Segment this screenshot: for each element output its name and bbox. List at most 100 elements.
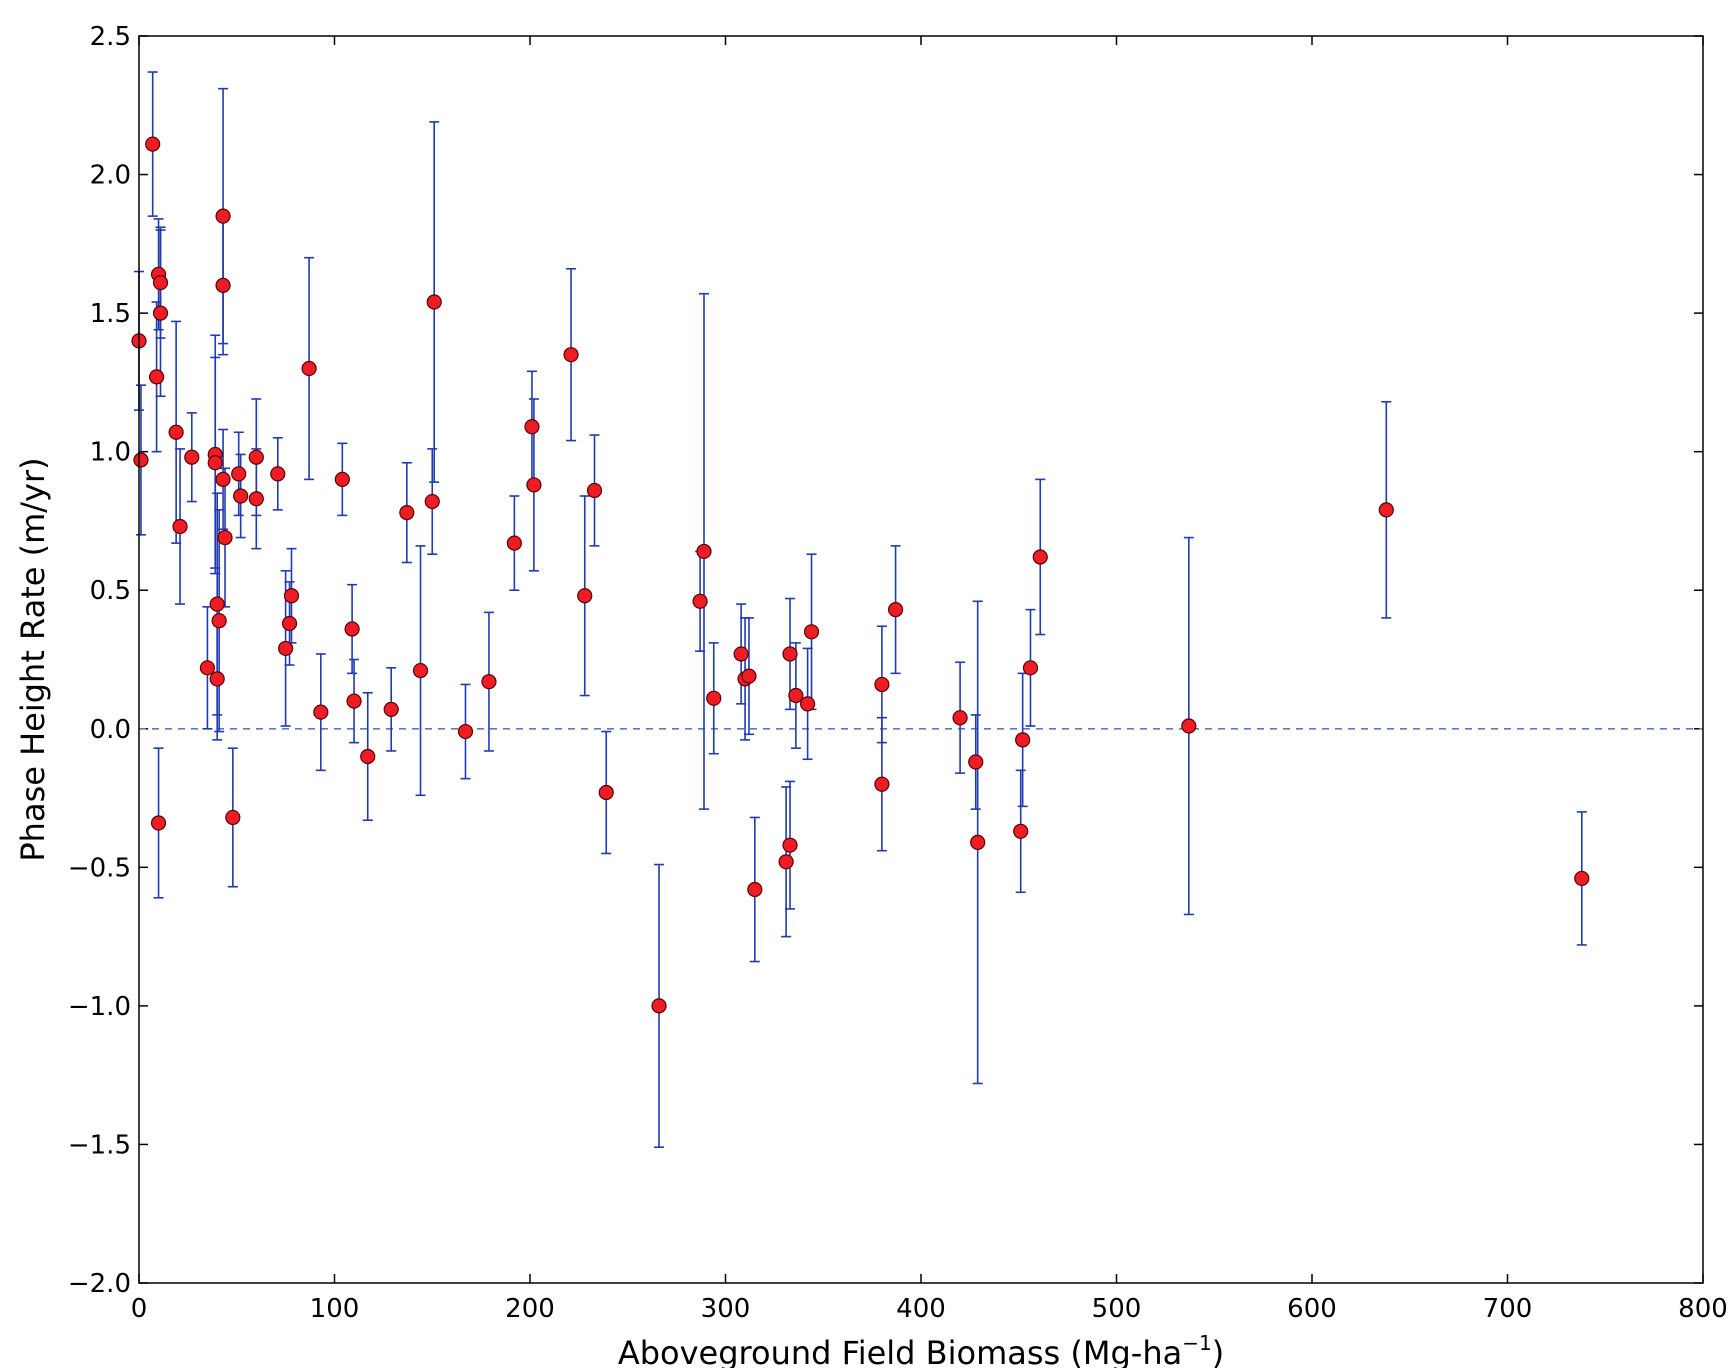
data-point: [651, 998, 667, 1014]
data-point: [207, 455, 223, 471]
data-point: [399, 505, 415, 521]
data-point: [874, 776, 890, 792]
data-point: [233, 488, 249, 504]
data-point: [209, 596, 225, 612]
data-point: [346, 693, 362, 709]
data-point: [152, 275, 169, 291]
data-point: [145, 136, 161, 152]
x-tick-label: 500: [1092, 1294, 1142, 1324]
x-tick-label: 600: [1287, 1294, 1337, 1324]
data-point: [278, 640, 294, 657]
y-tick-label: −2.0: [68, 1269, 131, 1299]
data-point: [970, 834, 986, 850]
data-point: [481, 674, 497, 690]
data-point: [952, 710, 968, 726]
data-point: [1015, 732, 1031, 748]
x-tick-label: 400: [896, 1294, 946, 1324]
data-point: [133, 452, 149, 468]
data-point: [313, 704, 329, 720]
data-point: [696, 543, 712, 560]
data-point: [225, 809, 241, 826]
data-point: [412, 662, 429, 679]
data-point: [598, 784, 614, 801]
data-point: [209, 671, 225, 687]
y-tick-label: 2.5: [90, 22, 131, 52]
data-point: [344, 621, 360, 637]
data-point: [1013, 823, 1029, 839]
data-point: [270, 466, 286, 482]
data-point: [281, 615, 298, 632]
data-point: [1022, 660, 1039, 676]
data-point: [334, 471, 350, 487]
x-tick-label: 0: [131, 1294, 148, 1324]
y-tick-label: −0.5: [68, 853, 131, 883]
data-point: [887, 602, 904, 618]
data-point: [152, 305, 169, 321]
data-point: [360, 748, 376, 765]
data-point: [172, 518, 188, 535]
error-bars: [134, 71, 1587, 1149]
y-tick-label: −1.0: [68, 992, 131, 1022]
data-point: [706, 690, 722, 706]
data-point: [457, 723, 474, 740]
data-point: [586, 482, 603, 499]
data-point: [1181, 718, 1197, 734]
data-points: [131, 136, 1590, 1014]
data-point: [211, 613, 227, 629]
y-tick-label: 1.0: [90, 438, 131, 468]
data-point: [577, 588, 593, 604]
data-point: [301, 360, 317, 377]
data-point: [148, 369, 165, 385]
x-tick-label: 100: [310, 1294, 360, 1324]
data-point: [168, 424, 184, 440]
data-point: [563, 347, 579, 363]
data-point: [1378, 502, 1394, 518]
y-tick-label: 2.0: [90, 161, 131, 191]
data-point: [968, 754, 984, 770]
data-point: [383, 701, 399, 717]
data-point: [248, 491, 264, 507]
data-point: [231, 466, 247, 482]
data-point: [800, 696, 816, 712]
x-axis-label-superscript: −1: [1182, 1331, 1211, 1355]
data-point: [741, 668, 757, 684]
data-point: [215, 277, 231, 293]
tick-labels: 0 100 200 300 400 500 600 700 800 −2.0 −1.5 −1.0 −0.…: [68, 22, 1728, 1324]
y-tick-label: 0.0: [90, 715, 131, 745]
y-tick-label: 1.5: [90, 299, 131, 329]
data-point: [1032, 549, 1048, 565]
data-point: [874, 676, 890, 693]
data-point: [526, 477, 542, 493]
x-axis-label-main: Aboveground Field Biomass (Mg-ha: [618, 1334, 1182, 1368]
data-point: [215, 471, 231, 487]
data-point: [788, 687, 804, 704]
data-point: [782, 646, 798, 662]
data-point: [426, 294, 442, 310]
data-point: [803, 624, 820, 640]
data-point: [248, 449, 264, 465]
x-tick-label: 200: [505, 1294, 555, 1324]
data-point: [782, 837, 798, 853]
data-point: [506, 535, 522, 551]
data-point: [1574, 870, 1590, 887]
x-axis-label-close: ): [1212, 1334, 1224, 1368]
data-point: [778, 854, 794, 870]
x-tick-label: 300: [701, 1294, 751, 1324]
data-point: [424, 493, 440, 510]
y-tick-label: 0.5: [90, 576, 131, 606]
y-tick-label: −1.5: [68, 1130, 131, 1160]
data-point: [217, 529, 233, 546]
data-point: [283, 588, 300, 604]
data-point: [524, 419, 540, 435]
plot-frame: [138, 35, 1704, 1284]
data-point: [733, 646, 749, 662]
data-point: [215, 208, 231, 224]
y-axis-label: Phase Height Rate (m/yr): [14, 457, 52, 861]
data-point: [184, 449, 200, 465]
axis-ticks: [138, 35, 1704, 1284]
data-point: [747, 881, 763, 898]
data-point: [199, 660, 216, 676]
data-point: [150, 815, 167, 831]
data-point: [692, 593, 708, 609]
